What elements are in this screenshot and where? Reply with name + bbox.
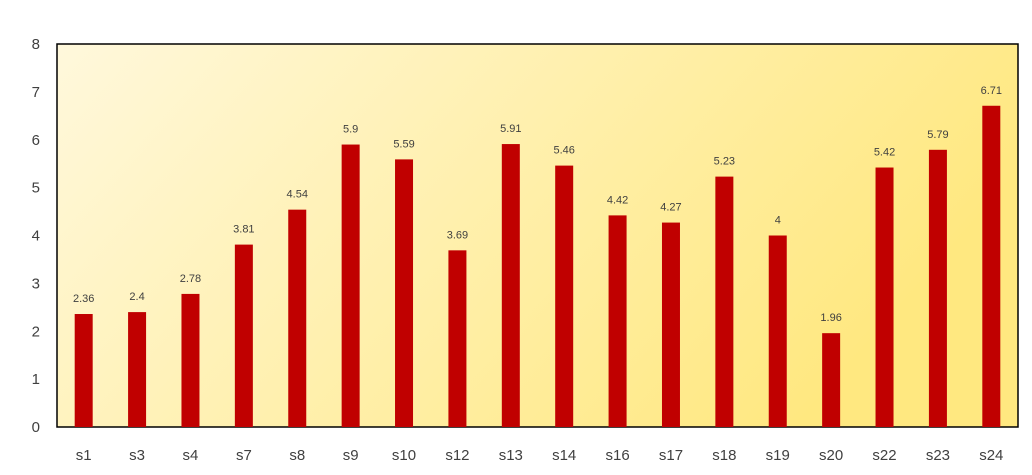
- y-tick-label: 2: [32, 323, 40, 340]
- data-label: 2.4: [129, 291, 144, 303]
- x-tick-label: s1: [76, 447, 92, 464]
- x-tick-label: s22: [872, 447, 896, 464]
- bar-s10: [395, 159, 414, 427]
- data-label: 4.42: [607, 194, 628, 206]
- y-tick-label: 1: [32, 371, 40, 388]
- data-label: 4: [775, 215, 781, 227]
- y-tick-label: 0: [32, 419, 40, 436]
- bar-s17: [661, 222, 680, 427]
- data-label: 5.23: [714, 156, 735, 168]
- bar-s20: [822, 333, 841, 427]
- data-label: 4.27: [660, 202, 681, 214]
- x-tick-label: s7: [236, 447, 252, 464]
- x-tick-label: s20: [819, 447, 843, 464]
- x-tick-label: s23: [926, 447, 950, 464]
- data-label: 5.59: [393, 138, 414, 150]
- x-tick-label: s24: [979, 447, 1003, 464]
- data-label: 5.79: [927, 129, 948, 141]
- bar-s9: [341, 144, 360, 428]
- bar-s19: [768, 235, 787, 427]
- data-label: 4.54: [287, 189, 308, 201]
- x-tick-label: s13: [499, 447, 523, 464]
- bar-s14: [555, 165, 574, 427]
- x-tick-label: s14: [552, 447, 576, 464]
- bar-s13: [501, 144, 520, 427]
- x-tick-label: s9: [343, 447, 359, 464]
- bar-s8: [288, 209, 307, 427]
- x-tick-label: s4: [183, 447, 199, 464]
- x-tick-label: s17: [659, 447, 683, 464]
- x-tick-label: s18: [712, 447, 736, 464]
- bar-s16: [608, 215, 627, 427]
- x-tick-label: s16: [605, 447, 629, 464]
- data-label: 5.9: [343, 124, 358, 136]
- bar-s12: [448, 250, 467, 427]
- x-tick-label: s8: [289, 447, 305, 464]
- x-tick-label: s19: [766, 447, 790, 464]
- bar-s23: [928, 149, 947, 428]
- x-tick-label: s3: [129, 447, 145, 464]
- data-label: 1.96: [820, 312, 841, 324]
- bar-s22: [875, 167, 894, 427]
- data-label: 3.81: [233, 224, 254, 236]
- data-label: 6.71: [981, 85, 1002, 97]
- x-tick-label: s12: [445, 447, 469, 464]
- x-tick-label: s10: [392, 447, 416, 464]
- data-label: 2.36: [73, 293, 94, 305]
- y-tick-label: 3: [32, 275, 40, 292]
- y-tick-label: 6: [32, 132, 40, 149]
- bar-s3: [128, 312, 147, 427]
- data-label: 3.69: [447, 229, 468, 241]
- data-label: 5.42: [874, 147, 895, 159]
- bar-s24: [982, 105, 1001, 427]
- plot-area: [56, 43, 1019, 428]
- y-tick-label: 4: [32, 228, 40, 245]
- bar-s7: [234, 244, 253, 427]
- bar-s18: [715, 176, 734, 427]
- data-label: 5.46: [553, 145, 574, 157]
- bar-s1: [74, 314, 93, 427]
- y-tick-label: 5: [32, 180, 40, 197]
- y-tick-label: 7: [32, 84, 40, 101]
- data-label: 5.91: [500, 123, 521, 135]
- data-label: 2.78: [180, 273, 201, 285]
- bar-s4: [181, 293, 200, 427]
- y-tick-label: 8: [32, 36, 40, 53]
